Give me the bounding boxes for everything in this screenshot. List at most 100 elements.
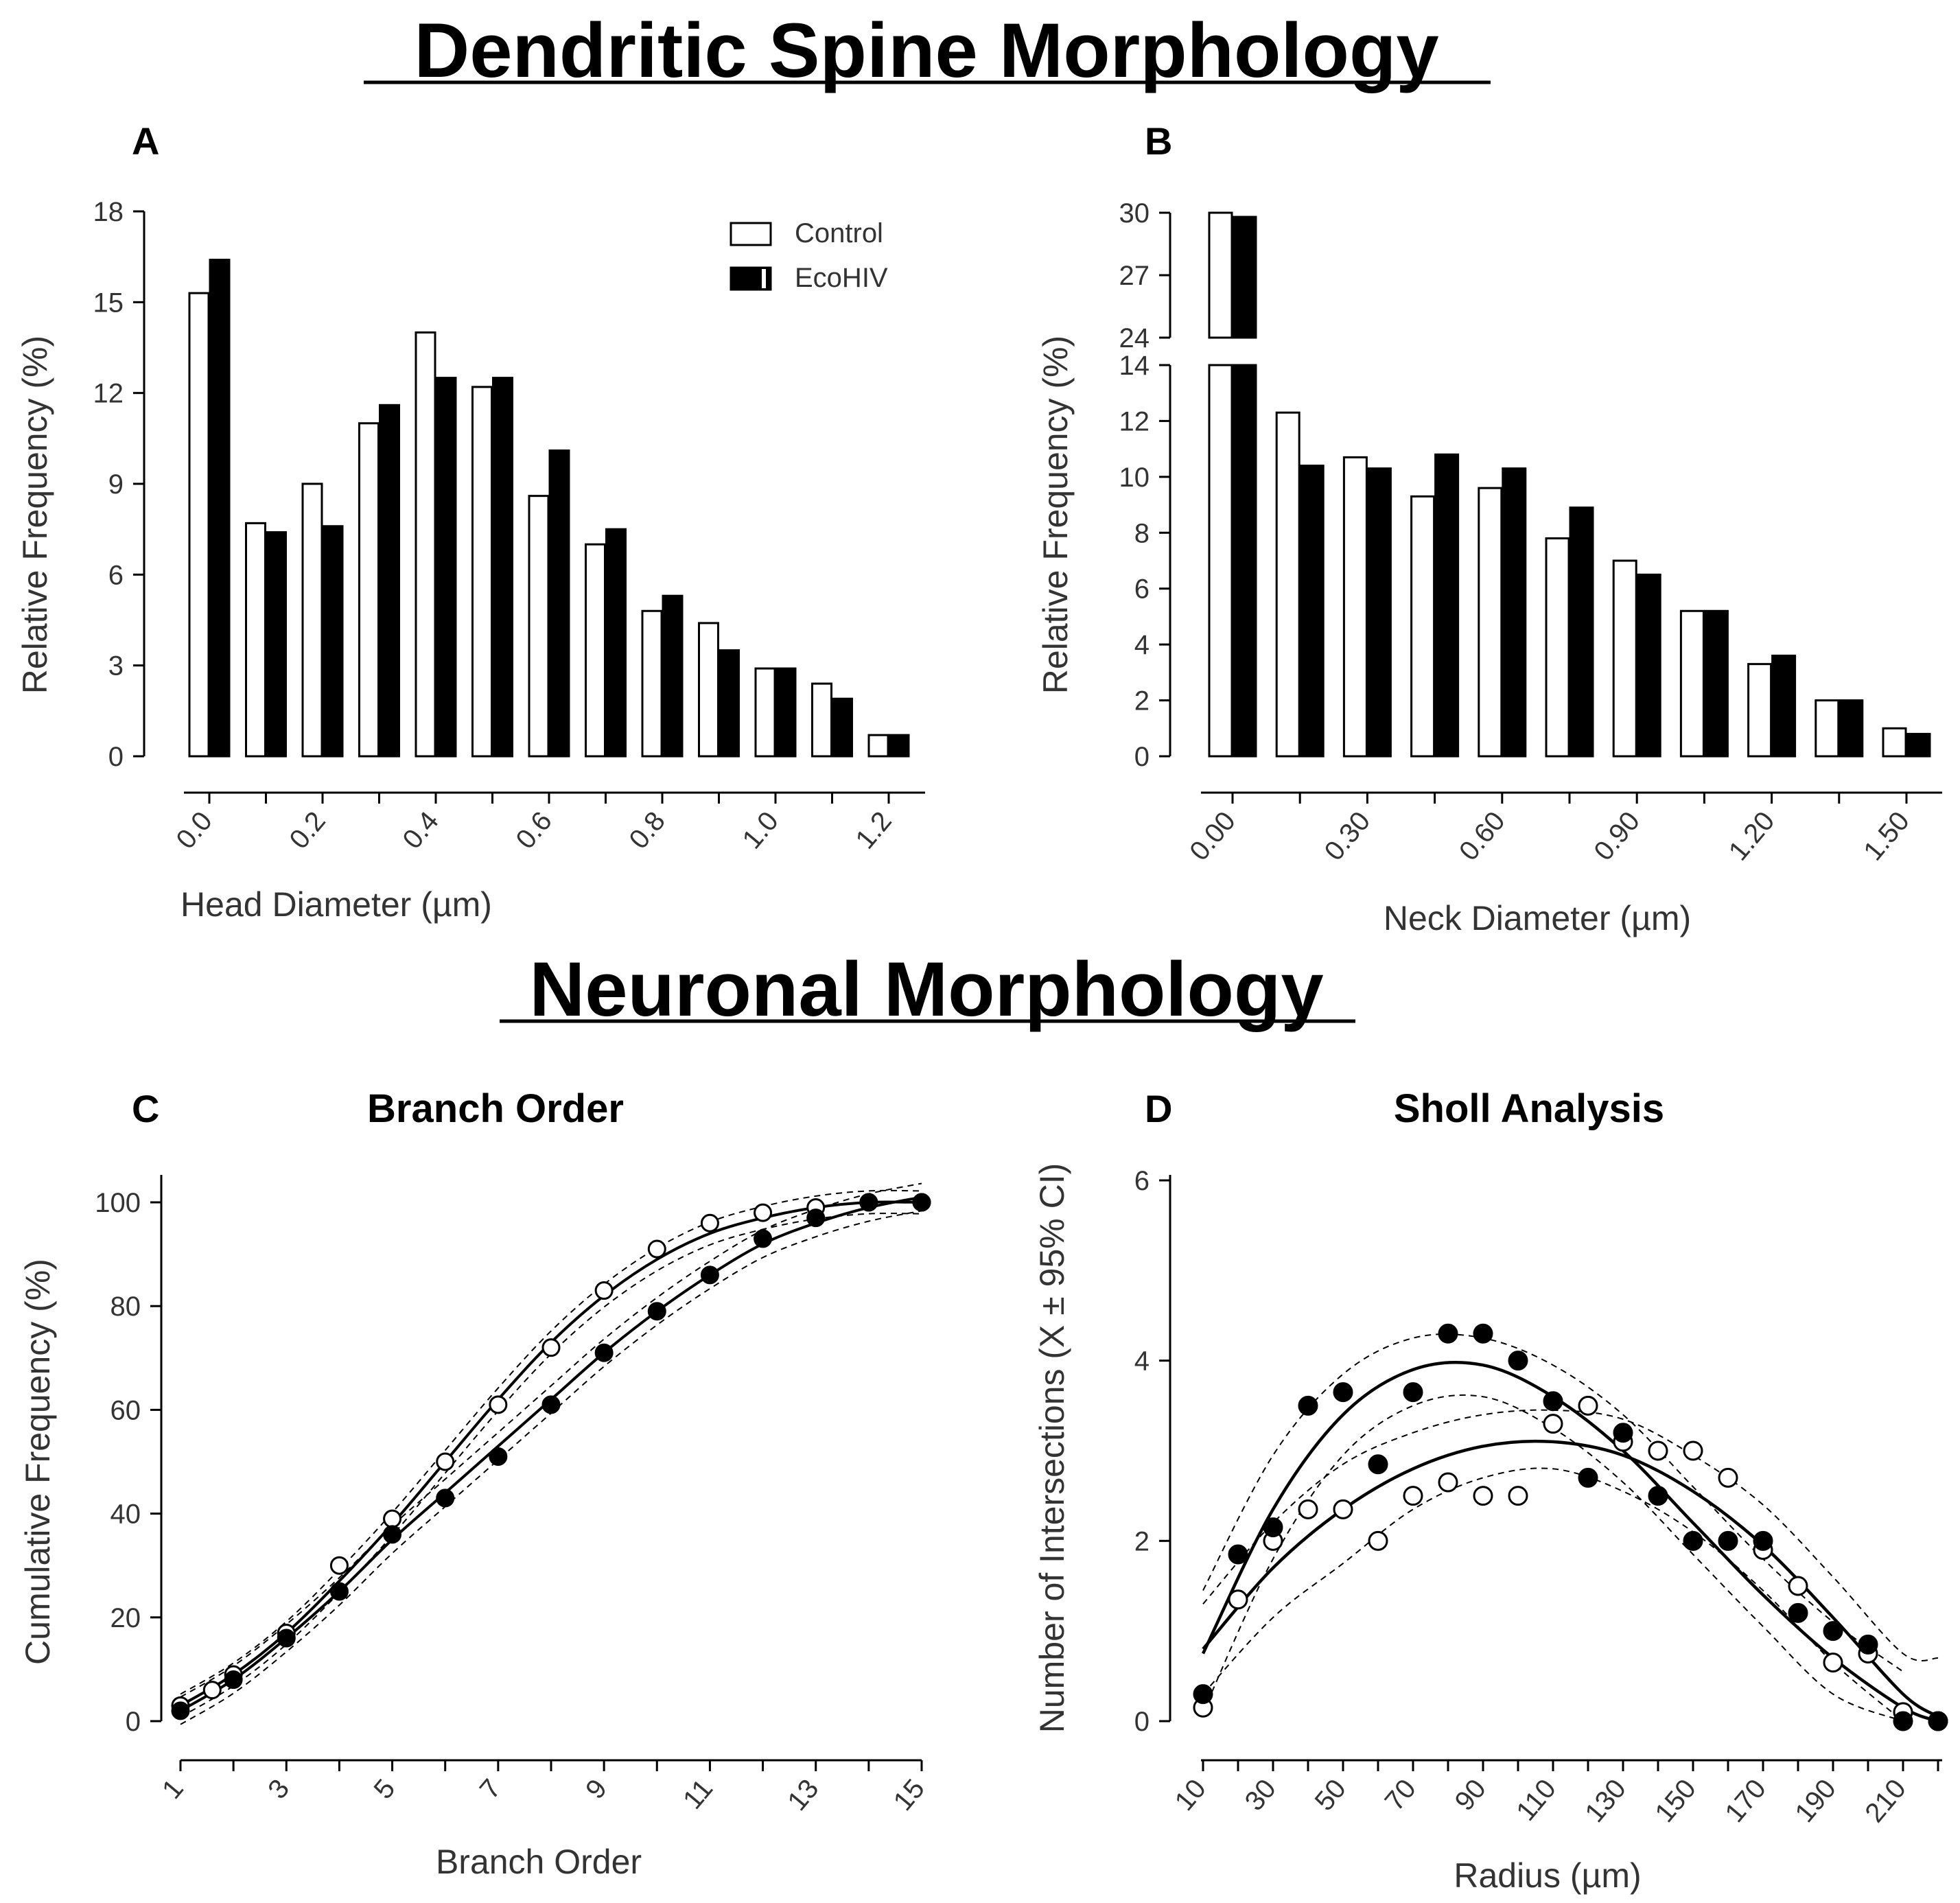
panel-c-x-tick-label: 3	[262, 1774, 295, 1805]
panel-b-x-tick-label: 1.20	[1723, 806, 1781, 867]
panel-d-control-point	[1333, 1499, 1353, 1519]
panel-c-ecohiv-point	[171, 1701, 190, 1720]
panel-d-ecohiv-point	[1648, 1486, 1668, 1506]
panel-a-y-tick-label: 12	[93, 379, 124, 409]
panel-d-y-tick-label: 0	[1134, 1707, 1150, 1737]
panel-d-ecohiv-point	[1753, 1530, 1773, 1551]
panel-d-control-fit-line	[1202, 1439, 1939, 1718]
panel-a-ecohiv-bar	[888, 734, 910, 758]
panel-a-ecohiv-bar	[775, 667, 797, 758]
panel-b-ecohiv-bar	[1569, 506, 1594, 758]
panel-b-ecohiv-bar	[1839, 699, 1864, 758]
panel-b-xlabel: Neck Diameter (µm)	[1384, 899, 1691, 937]
panel-d-x-tick-label: 30	[1239, 1774, 1282, 1817]
legend-ecohiv-label: EcoHIV	[795, 263, 888, 293]
panel-b-control-bar	[1679, 609, 1705, 758]
panel-d-x-tick-label: 110	[1510, 1774, 1562, 1827]
panel-a-control-bar	[471, 386, 493, 758]
panel-d-x-tick-label: 190	[1789, 1774, 1842, 1828]
panel-a-control-bar	[811, 682, 832, 758]
panel-d-control-point	[1718, 1467, 1738, 1488]
panel-d-x-tick-label: 210	[1859, 1774, 1912, 1828]
panel-c-y-tick-label: 80	[110, 1292, 141, 1322]
panel-d-ecohiv-point	[1893, 1711, 1913, 1731]
panel-d-ecohiv-point	[1403, 1382, 1423, 1403]
panel-a-x-tick-label: 0.6	[510, 806, 557, 855]
panel-b-ecohiv-bar	[1906, 732, 1931, 758]
panel-b-ylabel: Relative Frequency (%)	[1036, 336, 1075, 694]
panel-a-control-bar	[301, 482, 323, 758]
panel-c-ecohiv-point	[859, 1193, 878, 1212]
panel-b-y-tick-label-upper: 30	[1119, 198, 1150, 229]
panel-c-ecohiv-point	[700, 1265, 719, 1285]
panel-a-x-tick-label: 1.2	[850, 806, 897, 855]
panel-a-ecohiv-bar	[662, 594, 684, 758]
panel-d-y-tick-label: 4	[1134, 1346, 1150, 1377]
panel-a-control-bar	[415, 331, 436, 758]
panel-d-ecohiv-point	[1298, 1395, 1318, 1416]
panel-d-control-point	[1438, 1472, 1458, 1493]
panel-b-y-tick-label-upper: 24	[1119, 323, 1150, 353]
panel-d-ecohiv-point	[1228, 1544, 1248, 1565]
panel-c-control-point	[202, 1681, 222, 1700]
panel-d-ecohiv-point	[1368, 1454, 1388, 1475]
panel-a-control-bar	[245, 522, 266, 758]
panel-c-title: Branch Order	[367, 1086, 624, 1131]
legend: Control EcoHIV	[730, 218, 888, 293]
panel-c-ecohiv-point	[912, 1193, 931, 1212]
panel-c-control-point	[383, 1509, 402, 1528]
panel-a-ecohiv-bar	[435, 377, 457, 758]
panel-c-ecohiv-point	[806, 1209, 826, 1228]
panel-c-y-tick-label: 20	[110, 1603, 141, 1633]
panel-a-ylabel: Relative Frequency (%)	[16, 336, 54, 694]
legend-ecohiv-swatch-highlight	[762, 269, 766, 288]
panel-d-ecohiv-point	[1508, 1351, 1528, 1371]
panel-d-x-tick-label: 130	[1579, 1774, 1632, 1828]
panel-d-ecohiv-point	[1683, 1530, 1703, 1551]
panel-a-y-tick-label: 18	[93, 197, 124, 227]
panel-d-ecohiv-point	[1578, 1467, 1598, 1488]
panel-c-control-point	[489, 1395, 508, 1414]
panel-a-head-diameter-histogram: A Head Diameter (µm) Relative Frequency …	[16, 119, 925, 924]
panel-c-x-tick-label: 1	[156, 1774, 189, 1805]
panel-b-y-tick-label: 14	[1119, 351, 1150, 381]
panel-d-control-point	[1228, 1589, 1248, 1610]
legend-control-label: Control	[795, 218, 883, 248]
panel-c-x-tick-label: 13	[782, 1774, 824, 1817]
panel-d-title: Sholl Analysis	[1394, 1086, 1664, 1131]
panel-a-control-bar	[867, 734, 889, 758]
panel-b-x-tick-label: 0.00	[1184, 806, 1241, 867]
panel-d-ecohiv-point	[1823, 1621, 1843, 1642]
panel-b-ecohiv-bar	[1434, 453, 1460, 758]
panel-d-control-point	[1823, 1653, 1843, 1673]
panel-c-control-fit-line	[179, 1200, 922, 1707]
panel-a-x-tick-label: 0.8	[623, 806, 670, 855]
panel-b-y-tick-label: 6	[1134, 574, 1150, 605]
panel-d-control-point	[1368, 1530, 1388, 1551]
panel-d-ci-band	[1202, 1394, 1904, 1722]
panel-c-ecohiv-point	[224, 1670, 243, 1690]
panel-c-ecohiv-point	[277, 1628, 296, 1648]
panel-a-control-bar	[698, 622, 719, 758]
panel-d-x-tick-label: 70	[1379, 1774, 1422, 1817]
panel-d-ecohiv-point	[1193, 1684, 1213, 1705]
panel-a-ecohiv-bar	[266, 531, 287, 758]
panel-d-control-point	[1648, 1440, 1668, 1461]
panel-a-control-bar	[585, 543, 606, 758]
panel-c-ecohiv-point	[754, 1229, 773, 1248]
panel-b-x-tick-label: 0.30	[1319, 806, 1377, 867]
panel-b-x-tick-label: 0.60	[1454, 806, 1511, 867]
panel-c-ci-band	[180, 1210, 922, 1725]
panel-b-y-tick-label: 12	[1119, 406, 1150, 436]
panel-d-ecohiv-point	[1613, 1423, 1633, 1443]
panel-a-control-bar	[188, 292, 210, 758]
spine-section-title: Dendritic Spine Morphology	[414, 8, 1438, 93]
panel-d-ecohiv-fit-line	[1201, 1361, 1939, 1723]
panel-d-x-tick-label: 170	[1719, 1774, 1772, 1828]
panel-a-ecohiv-bar	[322, 525, 344, 758]
panel-d-ecohiv-point	[1928, 1711, 1948, 1731]
panel-a-control-bar	[754, 667, 776, 758]
panel-a-ecohiv-bar	[605, 528, 627, 758]
panel-a-ecohiv-bar	[548, 449, 570, 758]
panel-b-control-bar	[1882, 727, 1907, 758]
